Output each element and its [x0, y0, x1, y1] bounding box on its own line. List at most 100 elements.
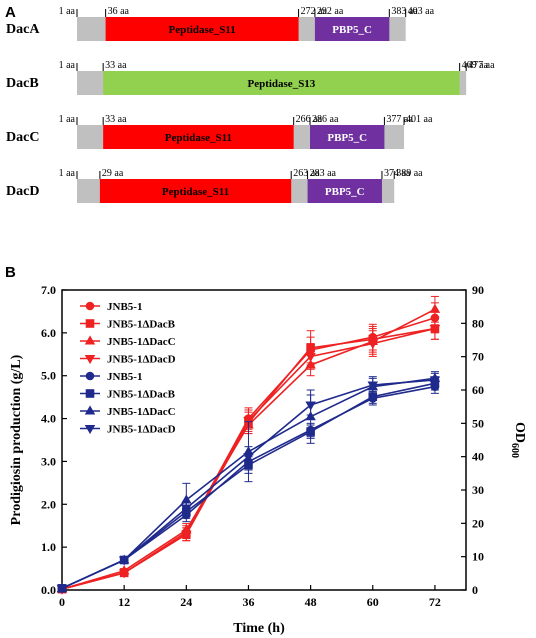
boundary-label: 377 aa — [386, 114, 413, 125]
domain-block — [105, 17, 299, 41]
legend-item: JNB5-1ΔDacD — [80, 424, 176, 436]
boundary-label: 1 aa — [59, 60, 76, 71]
series-layer — [56, 295, 441, 595]
legend-marker — [84, 405, 96, 415]
chart-legend: JNB5-1 JNB5-1ΔDacB JNB5-1ΔDacC JNB5-1ΔDacD J… — [80, 301, 176, 436]
boundary-label: 272 aa — [301, 6, 328, 17]
boundary-label: 1 aa — [59, 168, 76, 179]
legend-label: JNB5-1ΔDacC — [107, 406, 176, 418]
domain-block — [99, 179, 292, 203]
y-tick-label: 5.0 — [41, 369, 56, 383]
boundary-label: 263 aa — [293, 168, 320, 179]
boundary-label: 33 aa — [105, 114, 127, 125]
legend-item: JNB5-1ΔDacC — [80, 405, 176, 418]
series-od600-7 — [56, 372, 441, 594]
data-point — [367, 340, 379, 350]
data-point — [56, 584, 68, 594]
axes-layer: 0 12 24 36 48 60 72 0.0 1.0 2.0 3.0 4.0 5.0 6.0 7.0 0 10… — [41, 283, 484, 609]
domain-block — [310, 125, 385, 149]
y2-tick-label: 10 — [472, 550, 484, 564]
domain-label: Peptidase_S11 — [165, 132, 232, 144]
legend-marker — [85, 319, 95, 328]
x-tick-label: 72 — [429, 595, 441, 609]
domain-label: Peptidase_S11 — [162, 186, 229, 198]
y2-tick-label: 90 — [472, 283, 484, 297]
y2-tick-label: 0 — [472, 583, 478, 597]
y2-tick-label: 50 — [472, 416, 484, 430]
data-point — [429, 325, 441, 335]
boundary-label: 36 aa — [108, 6, 130, 17]
boundary-label: 266 aa — [296, 114, 323, 125]
x-tick-label: 48 — [305, 595, 317, 609]
y2-tick-label: 40 — [472, 450, 484, 464]
boundary-label: 469 aa — [462, 60, 489, 71]
panel-b-letter: B — [5, 264, 16, 281]
legend-label: JNB5-1 — [107, 371, 142, 383]
legend-label: JNB5-1ΔDacB — [107, 389, 176, 401]
data-point — [305, 411, 316, 421]
y2-axis-title-main: OD — [512, 422, 527, 443]
legend-marker — [85, 389, 95, 398]
domain-label: PBP5_C — [332, 24, 372, 36]
legend-label: JNB5-1ΔDacD — [107, 424, 176, 436]
time-course-chart: 0 12 24 36 48 60 72 0.0 1.0 2.0 3.0 4.0 5.0 6.0 7.0 0 10… — [9, 283, 527, 636]
data-point — [118, 569, 130, 579]
boundary-label: 1 aa — [59, 114, 76, 125]
domain-label: Peptidase_S11 — [168, 24, 235, 36]
domain-label: PBP5_C — [327, 132, 367, 144]
x-tick-label: 36 — [242, 595, 254, 609]
data-point — [118, 556, 130, 566]
y2-tick-label: 30 — [472, 483, 484, 497]
legend-label: JNB5-1ΔDacC — [107, 336, 176, 348]
data-point — [181, 504, 192, 514]
boundary-label: 403 aa — [408, 6, 435, 17]
legend-marker — [85, 371, 95, 381]
svg-text:OD600: OD600 — [509, 422, 527, 458]
data-point — [243, 453, 254, 463]
boundary-label: 286 aa — [312, 114, 339, 125]
legend-item: JNB5-1ΔDacB — [80, 319, 176, 331]
data-point — [305, 401, 316, 411]
domain-block — [307, 179, 382, 203]
boundary-label: 292 aa — [317, 6, 344, 17]
boundary-label: 477 aa — [468, 60, 495, 71]
panel-a-letter: A — [5, 4, 16, 21]
legend-label: JNB5-1ΔDacB — [107, 319, 176, 331]
boundary-label: 374 aa — [384, 168, 411, 179]
y2-tick-label: 20 — [472, 516, 484, 530]
domain-label: PBP5_C — [325, 186, 365, 198]
legend-marker — [84, 424, 96, 435]
data-point — [181, 530, 192, 540]
plot-frame — [61, 289, 467, 591]
boundary-label: 389 aa — [396, 168, 423, 179]
protein-name: DacB — [6, 76, 39, 91]
x-tick-label: 60 — [367, 595, 379, 609]
y2-tick-label: 60 — [472, 383, 484, 397]
legend-label: JNB5-1ΔDacD — [107, 354, 176, 366]
legend-marker — [85, 301, 95, 311]
domain-block — [314, 17, 390, 41]
domain-block — [103, 71, 460, 95]
data-point — [429, 376, 441, 386]
y2-axis-title: OD600 — [509, 422, 527, 458]
legend-label: JNB5-1 — [107, 301, 142, 313]
domain-architecture-panel: DacA Peptidase_S11 PBP5_C 1 aa 36 aa 272 aa29… — [6, 6, 495, 203]
y-tick-label: 7.0 — [41, 283, 56, 297]
boundary-label: 283 aa — [310, 168, 337, 179]
y-tick-label: 1.0 — [41, 540, 56, 554]
x-tick-label: 12 — [118, 595, 130, 609]
data-point — [429, 303, 441, 313]
legend-item: JNB5-1ΔDacC — [80, 335, 176, 348]
protein-row-dacc: DacC Peptidase_S11 PBP5_C 1 aa 33 aa 266 aa28… — [6, 114, 433, 149]
protein-row-daca: DacA Peptidase_S11 PBP5_C 1 aa 36 aa 272 aa29… — [6, 6, 435, 41]
x-axis-title: Time (h) — [233, 621, 285, 636]
y2-axis-title-sub: 600 — [509, 443, 520, 458]
protein-name: DacA — [6, 22, 40, 37]
domain-block — [103, 125, 294, 149]
legend-item: JNB5-1ΔDacD — [80, 354, 176, 366]
boundary-label: 33 aa — [105, 60, 127, 71]
y2-tick-label: 70 — [472, 350, 484, 364]
protein-row-dacd: DacD Peptidase_S11 PBP5_C 1 aa 29 aa 263 aa28… — [6, 168, 423, 203]
